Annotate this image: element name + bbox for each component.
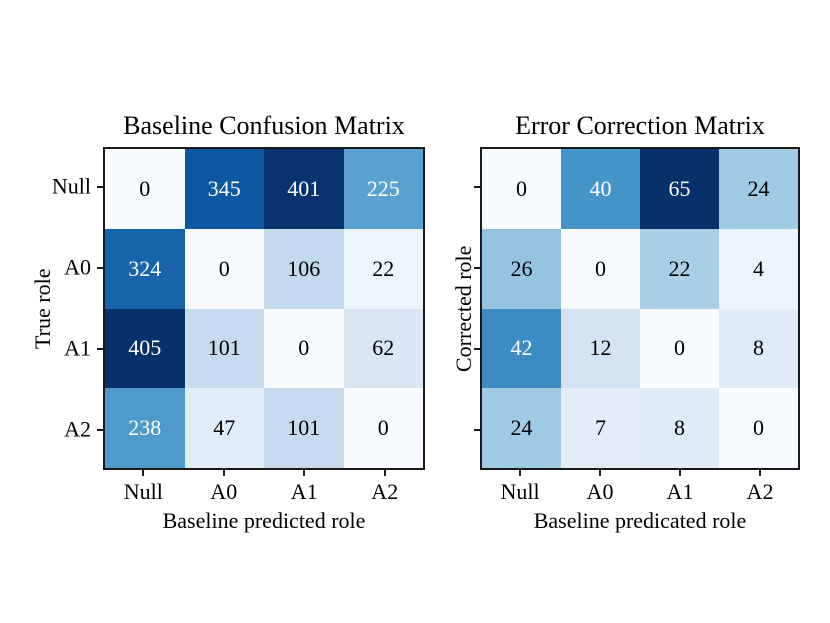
matrix-cell: 0: [264, 308, 344, 389]
matrix-cell: 42: [482, 308, 561, 389]
x-tick-mark: [142, 470, 145, 476]
y-axis-label: True role: [30, 268, 55, 349]
y-tick-label: A1: [64, 335, 91, 361]
chart-title: Error Correction Matrix: [515, 111, 765, 140]
x-axis-label: Baseline predicated role: [533, 508, 747, 533]
x-tick-label: A1: [666, 479, 694, 504]
x-tick-mark: [599, 470, 601, 476]
x-tick-mark: [519, 470, 521, 476]
matrix-cell: 101: [184, 308, 264, 389]
y-tick-label: A2: [64, 416, 91, 442]
heatmap-grid: 0 345 401 225 324 0 106 22 405 101 0 62 238 47 101 0: [103, 147, 425, 470]
matrix-cell: 0: [640, 308, 719, 389]
x-tick-mark: [383, 470, 386, 476]
matrix-cell: 8: [640, 388, 719, 468]
matrix-cell: 101: [264, 388, 344, 468]
matrix-cell: 401: [264, 149, 344, 229]
matrix-cell: 65: [640, 149, 719, 229]
matrix-cell: 4: [719, 228, 798, 309]
x-tick-mark: [759, 470, 761, 476]
matrix-cell: 0: [719, 388, 798, 468]
x-tick-label: A2: [371, 479, 399, 504]
x-tick-label: A0: [586, 479, 614, 504]
matrix-cell: 12: [561, 308, 640, 389]
matrix-cell: 106: [264, 228, 344, 309]
x-tick-label: A0: [210, 479, 238, 504]
x-tick-label: A1: [290, 479, 318, 504]
matrix-cell: 22: [343, 228, 423, 309]
matrix-cell: 24: [719, 149, 798, 229]
y-axis-label: Corrected role: [451, 245, 476, 372]
matrix-cell: 7: [561, 388, 640, 468]
matrix-cell: 26: [482, 228, 561, 309]
y-tick-label: Null: [51, 173, 91, 199]
matrix-cell: 24: [482, 388, 561, 468]
matrix-cell: 0: [184, 228, 264, 309]
x-tick-mark: [222, 470, 225, 476]
matrix-cell: 0: [105, 149, 185, 229]
matrix-cell: 238: [105, 388, 185, 468]
matrix-cell: 8: [719, 308, 798, 389]
x-axis-label: Baseline predicted role: [162, 508, 366, 533]
matrix-cell: 405: [105, 308, 185, 389]
x-tick-label: A2: [746, 479, 774, 504]
x-tick-mark: [303, 470, 306, 476]
matrix-cell: 40: [561, 149, 640, 229]
baseline-confusion-matrix-panel: Baseline Confusion Matrix True role 0 345…: [30, 111, 425, 533]
matrix-cell: 0: [561, 228, 640, 309]
y-tick-label: A0: [64, 254, 91, 280]
matrix-cell: 62: [343, 308, 423, 389]
matrix-cell: 225: [343, 149, 423, 229]
matrix-cell: 324: [105, 228, 185, 309]
x-tick-label: Null: [123, 479, 163, 504]
matrix-cell: 47: [184, 388, 264, 468]
matrix-cell: 0: [482, 149, 561, 229]
chart-title: Baseline Confusion Matrix: [123, 111, 405, 140]
x-tick-mark: [679, 470, 681, 476]
error-correction-matrix-panel: Error Correction Matrix Corrected role 0…: [451, 111, 800, 533]
heatmap-grid: 0 40 65 24 26 0 22 4 42 12 0 8 24 7 8 0: [480, 147, 800, 470]
x-tick-label: Null: [500, 479, 540, 504]
matrix-cell: 0: [343, 388, 423, 468]
matrix-cell: 22: [640, 228, 719, 309]
matrix-cell: 345: [184, 149, 264, 229]
